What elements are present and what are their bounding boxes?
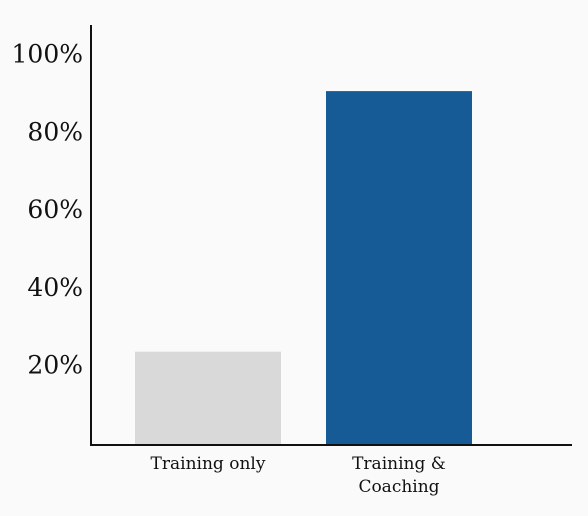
y-tick-label: 60%	[27, 195, 83, 224]
bar	[135, 351, 281, 445]
x-tick-label: Training & Coaching	[352, 454, 446, 497]
y-tick-label: 40%	[27, 273, 83, 302]
y-tick-label: 20%	[27, 351, 83, 380]
bar	[326, 91, 472, 445]
x-tick-label: Training only	[150, 454, 266, 474]
y-tick-label: 100%	[12, 40, 83, 69]
y-tick-label: 80%	[27, 117, 83, 146]
